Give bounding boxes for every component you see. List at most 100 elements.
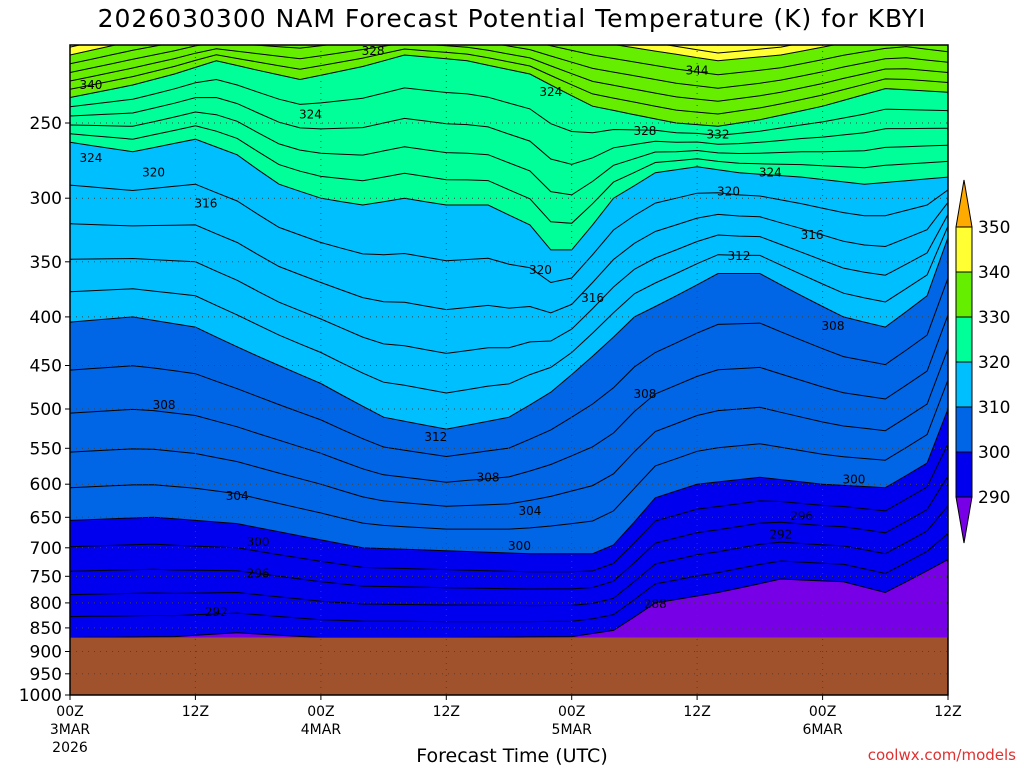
contour-label: 308 <box>633 387 656 401</box>
x-tick-year: 2026 <box>52 740 88 756</box>
contour-line <box>70 225 948 394</box>
colorbar-segment <box>955 406 973 453</box>
contour-label: 304 <box>518 504 541 518</box>
contour-label: 324 <box>539 85 562 99</box>
y-tick-label: 250 <box>30 114 62 134</box>
colorbar-segment <box>955 271 973 318</box>
contour-line <box>70 379 948 530</box>
colorbar-segment <box>955 361 973 408</box>
contour-line <box>70 96 948 165</box>
contour-line <box>70 533 948 623</box>
contour-label: 320 <box>529 263 552 277</box>
y-tick-label: 800 <box>30 594 62 614</box>
contour-line <box>70 31 948 37</box>
x-tick-label: 12Z <box>683 704 710 720</box>
contour-line <box>70 125 948 224</box>
y-tick-label: 950 <box>30 665 62 685</box>
x-tick-date: 6MAR <box>802 722 843 738</box>
contour-line <box>70 138 948 251</box>
y-tick-label: 850 <box>30 619 62 639</box>
colorbar-segment <box>955 316 973 363</box>
x-tick-label: 12Z <box>433 704 460 720</box>
contour-line <box>70 48 948 115</box>
contour-line <box>70 314 948 483</box>
y-tick-label: 1000 <box>19 686 62 706</box>
contour-label: 316 <box>581 291 604 305</box>
contour-label: 296 <box>247 567 270 581</box>
contour-label: 312 <box>424 430 447 444</box>
chart-title: 2026030300 NAM Forecast Potential Temper… <box>97 4 927 33</box>
contour-label: 320 <box>717 184 740 198</box>
contour-label: 320 <box>142 166 165 180</box>
contour-label: 308 <box>477 470 500 484</box>
colorbar-segment <box>955 179 973 228</box>
contour-line <box>70 408 948 555</box>
contour-label: 340 <box>79 78 102 92</box>
y-tick-label: 400 <box>30 308 62 328</box>
contour-line <box>714 45 725 46</box>
contour-label: 292 <box>205 605 228 619</box>
contour-label: 308 <box>822 319 845 333</box>
colorbar-segment <box>955 226 973 273</box>
x-tick-date: 4MAR <box>301 722 342 738</box>
x-tick-label: 00Z <box>809 704 836 720</box>
colorbar-segment <box>955 496 973 544</box>
contour-label: 296 <box>790 509 813 523</box>
colorbar-label: 340 <box>978 263 1010 283</box>
y-tick-label: 300 <box>30 189 62 209</box>
band-340-350 <box>70 45 948 61</box>
x-axis-title: Forecast Time (UTC) <box>416 745 608 767</box>
credit-label: coolwx.com/models <box>867 746 1016 764</box>
y-tick-label: 750 <box>30 567 62 587</box>
contour-line <box>70 78 948 136</box>
contour-line <box>70 201 948 314</box>
x-axis: 00Z 3MAR 2026 12Z 00Z 4MAR 12Z 00Z 5MAR 12Z 00Z 6MA… <box>50 695 962 756</box>
contour-label: 328 <box>362 44 385 58</box>
colorbar-label: 290 <box>978 488 1010 508</box>
contour-line <box>70 183 948 284</box>
contour-label: 300 <box>508 539 531 553</box>
band-gt-350 <box>613 45 760 46</box>
y-tick-label: 450 <box>30 357 62 377</box>
contour-label: 324 <box>79 151 102 165</box>
contour-label: 300 <box>842 472 865 486</box>
colorbar-segment <box>955 451 973 498</box>
x-tick-label: 00Z <box>307 704 334 720</box>
y-tick-label: 350 <box>30 253 62 273</box>
contour-line <box>70 214 948 354</box>
x-tick-label: 00Z <box>56 704 83 720</box>
contour-label: 324 <box>759 166 782 180</box>
x-tick-date: 5MAR <box>552 722 593 738</box>
contour-label: 292 <box>769 528 792 542</box>
contour-label: 316 <box>194 197 217 211</box>
contour-label: 316 <box>801 228 824 242</box>
contour-line <box>70 505 948 607</box>
x-tick-date: 3MAR <box>50 722 91 738</box>
band-330-340 <box>70 45 948 127</box>
plot-frame <box>69 44 949 696</box>
colorbar-label: 330 <box>978 308 1010 328</box>
x-tick-label: 12Z <box>934 704 961 720</box>
contour-lines <box>70 31 948 638</box>
y-axis: 250 300 350 400 450 500 550 600 650 700 750 800 850 9… <box>19 114 70 706</box>
contour-line <box>70 45 948 89</box>
contour-labels: 340 328 324 324 344 328 332 324 320 324 320 316 316 3… <box>79 44 865 619</box>
contour-label: 300 <box>247 535 270 549</box>
contour-label: 332 <box>707 127 730 141</box>
colorbar-label: 350 <box>978 218 1010 238</box>
y-tick-label: 650 <box>30 508 62 528</box>
contour-label: 344 <box>686 63 709 77</box>
y-tick-label: 700 <box>30 539 62 559</box>
y-tick-label: 900 <box>30 643 62 663</box>
contour-line <box>70 111 948 196</box>
x-tick-label: 12Z <box>182 704 209 720</box>
contour-label: 304 <box>226 489 249 503</box>
y-tick-label: 600 <box>30 475 62 495</box>
x-tick-label: 00Z <box>558 704 585 720</box>
contour-line <box>70 45 948 102</box>
y-tick-label: 550 <box>30 439 62 459</box>
contour-label: 288 <box>644 597 667 611</box>
contour-line <box>70 348 948 507</box>
y-tick-label: 500 <box>30 400 62 420</box>
